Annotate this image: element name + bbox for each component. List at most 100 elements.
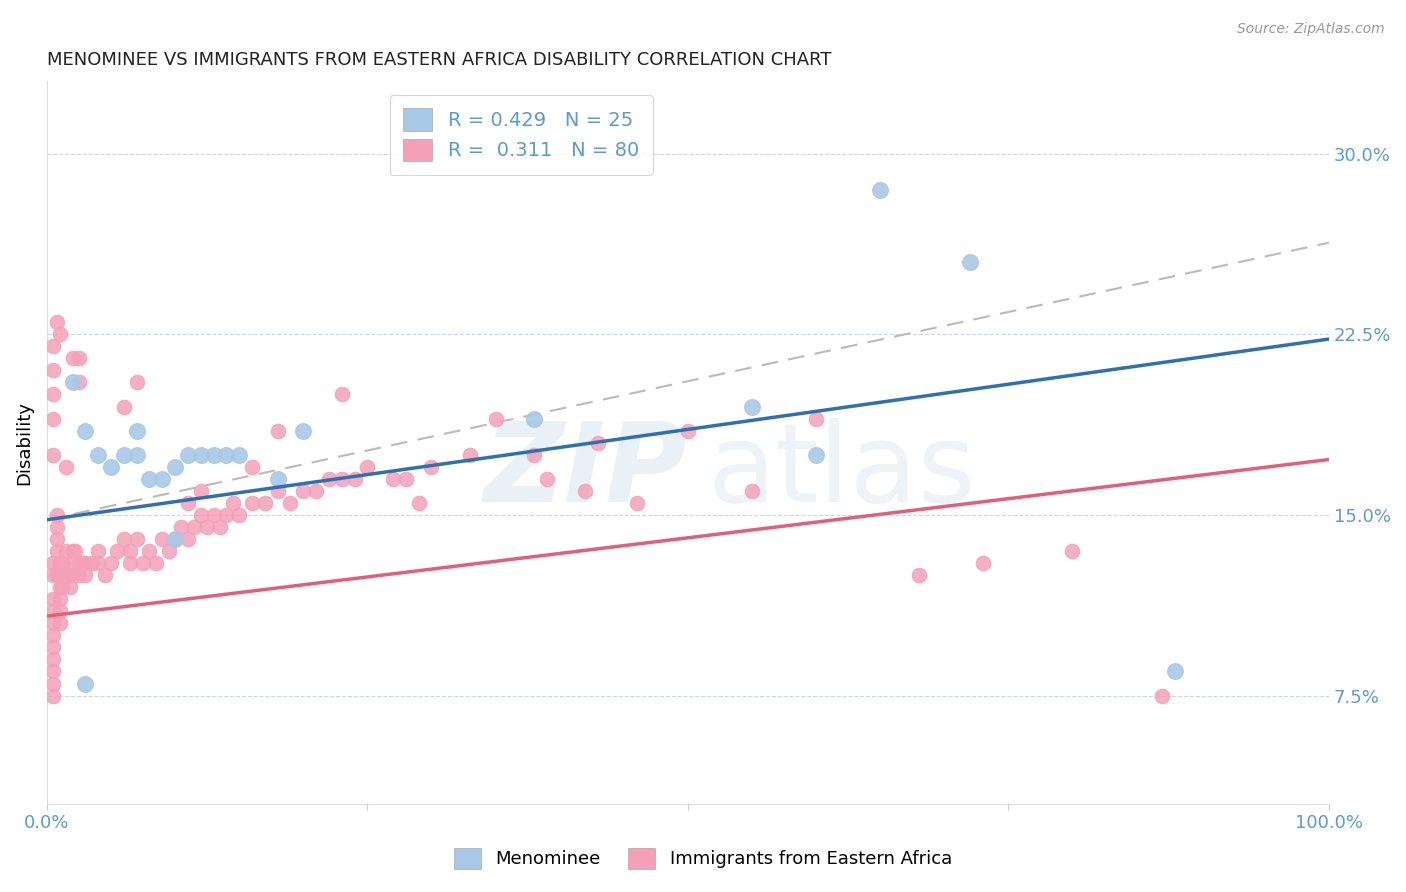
Point	[105, 544, 128, 558]
Point	[626, 496, 648, 510]
Point	[523, 411, 546, 425]
Point	[46, 568, 69, 582]
Point	[42, 628, 65, 642]
Point	[42, 592, 65, 607]
Point	[46, 532, 69, 546]
Point	[112, 400, 135, 414]
Point	[46, 544, 69, 558]
Point	[228, 508, 250, 522]
Point	[150, 472, 173, 486]
Point	[75, 568, 97, 582]
Point	[741, 400, 763, 414]
Point	[138, 472, 160, 486]
Point	[120, 556, 142, 570]
Point	[170, 520, 193, 534]
Point	[42, 568, 65, 582]
Legend: Menominee, Immigrants from Eastern Africa: Menominee, Immigrants from Eastern Afric…	[447, 840, 959, 876]
Point	[330, 387, 353, 401]
Point	[125, 448, 148, 462]
Point	[165, 532, 187, 546]
Point	[48, 616, 70, 631]
Point	[42, 616, 65, 631]
Point	[240, 496, 263, 510]
Point	[125, 532, 148, 546]
Y-axis label: Disability: Disability	[15, 401, 32, 484]
Point	[420, 459, 443, 474]
Point	[804, 411, 827, 425]
Point	[67, 568, 90, 582]
Point	[195, 520, 218, 534]
Point	[157, 544, 180, 558]
Point	[305, 483, 328, 498]
Point	[42, 676, 65, 690]
Point	[240, 459, 263, 474]
Point	[165, 532, 187, 546]
Legend: R = 0.429   N = 25, R =  0.311   N = 80: R = 0.429 N = 25, R = 0.311 N = 80	[389, 95, 652, 175]
Point	[215, 508, 238, 522]
Point	[536, 472, 558, 486]
Point	[484, 411, 506, 425]
Point	[356, 459, 378, 474]
Point	[1164, 665, 1187, 679]
Point	[59, 568, 82, 582]
Point	[177, 532, 200, 546]
Point	[741, 483, 763, 498]
Point	[55, 568, 77, 582]
Point	[100, 459, 122, 474]
Point	[959, 255, 981, 269]
Point	[253, 496, 276, 510]
Point	[458, 448, 481, 462]
Point	[62, 376, 84, 390]
Point	[75, 556, 97, 570]
Point	[62, 544, 84, 558]
Point	[87, 544, 110, 558]
Point	[804, 448, 827, 462]
Point	[132, 556, 155, 570]
Point	[183, 520, 205, 534]
Point	[75, 424, 97, 438]
Point	[190, 483, 212, 498]
Point	[177, 448, 200, 462]
Point	[190, 508, 212, 522]
Point	[42, 387, 65, 401]
Point	[280, 496, 302, 510]
Point	[55, 544, 77, 558]
Point	[1062, 544, 1084, 558]
Point	[63, 544, 86, 558]
Point	[266, 472, 288, 486]
Point	[222, 496, 245, 510]
Point	[125, 376, 148, 390]
Point	[51, 580, 73, 594]
Point	[112, 448, 135, 462]
Point	[42, 665, 65, 679]
Text: Source: ZipAtlas.com: Source: ZipAtlas.com	[1237, 22, 1385, 37]
Point	[48, 327, 70, 342]
Point	[72, 556, 94, 570]
Point	[62, 556, 84, 570]
Point	[112, 532, 135, 546]
Point	[87, 556, 110, 570]
Text: atlas: atlas	[707, 418, 976, 525]
Point	[87, 448, 110, 462]
Point	[215, 448, 238, 462]
Point	[59, 580, 82, 594]
Point	[42, 363, 65, 377]
Point	[55, 459, 77, 474]
Point	[408, 496, 430, 510]
Point	[42, 411, 65, 425]
Point	[48, 604, 70, 618]
Point	[202, 508, 225, 522]
Point	[46, 520, 69, 534]
Point	[343, 472, 366, 486]
Point	[138, 544, 160, 558]
Point	[67, 556, 90, 570]
Text: MENOMINEE VS IMMIGRANTS FROM EASTERN AFRICA DISABILITY CORRELATION CHART: MENOMINEE VS IMMIGRANTS FROM EASTERN AFR…	[46, 51, 831, 69]
Point	[51, 568, 73, 582]
Point	[266, 483, 288, 498]
Point	[395, 472, 418, 486]
Point	[1152, 689, 1174, 703]
Point	[48, 592, 70, 607]
Point	[292, 483, 315, 498]
Point	[42, 689, 65, 703]
Point	[125, 424, 148, 438]
